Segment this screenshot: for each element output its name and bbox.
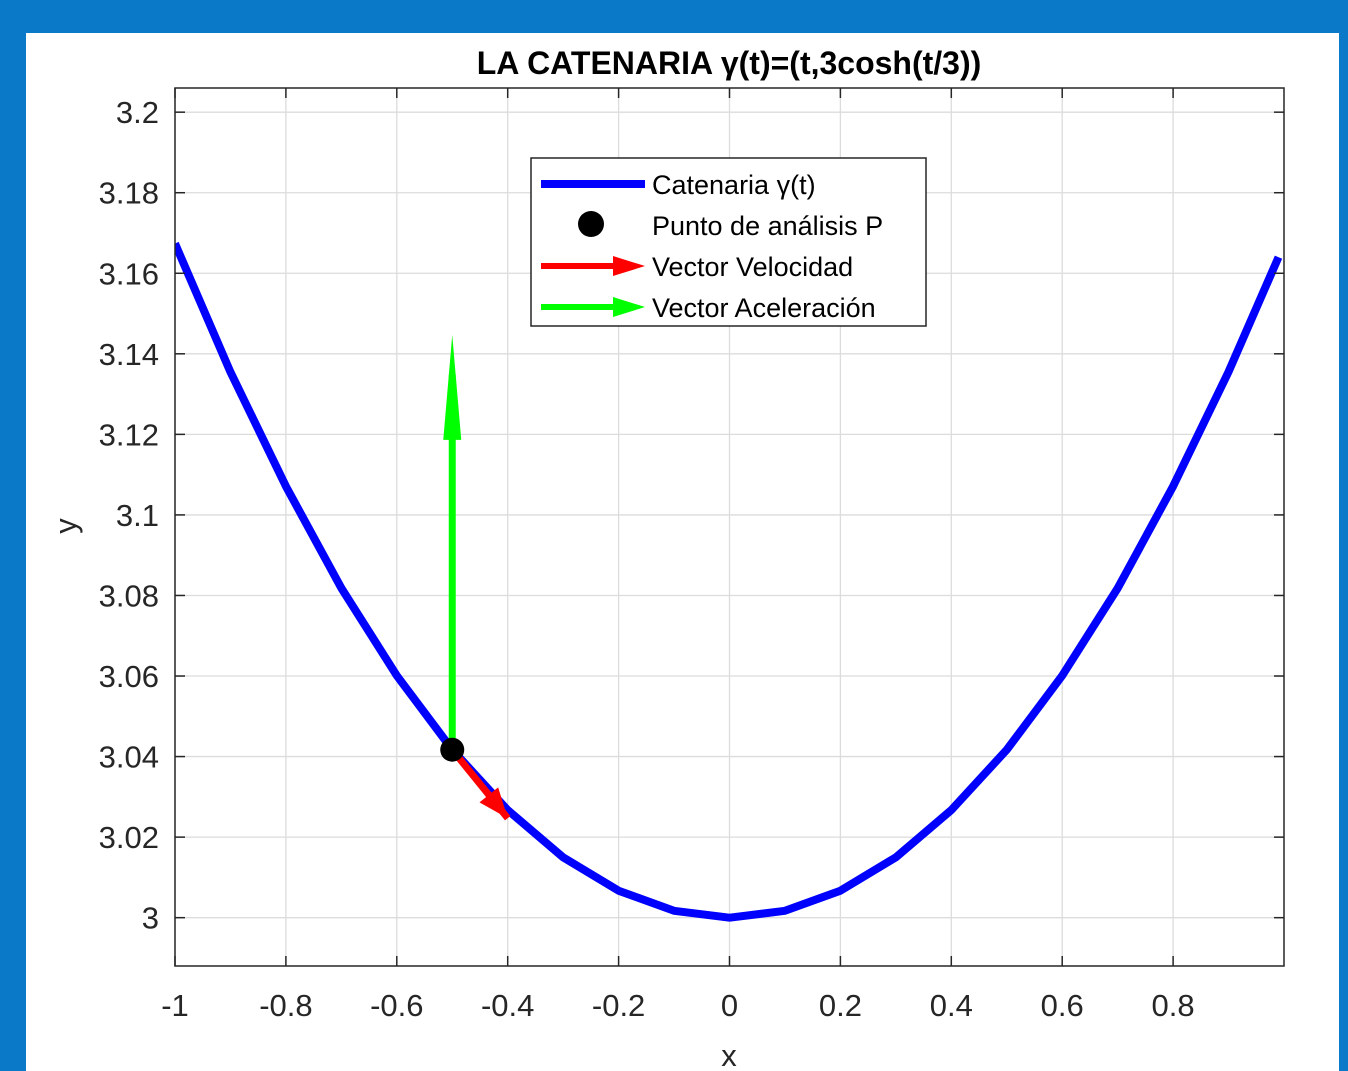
- chart-title: LA CATENARIA γ(t)=(t,3cosh(t/3)): [477, 45, 982, 81]
- x-tick-label: -0.6: [370, 988, 423, 1023]
- x-tick-label: 0.4: [930, 988, 973, 1023]
- y-tick-label: 3.06: [99, 659, 159, 694]
- x-tick-label: 0.6: [1041, 988, 1084, 1023]
- x-tick-label: -0.2: [592, 988, 645, 1023]
- legend-entry-label: Vector Velocidad: [652, 252, 853, 282]
- acceleration-arrowhead: [443, 334, 462, 440]
- axis-ticks: [174, 88, 1284, 966]
- y-tick-label: 3.16: [99, 256, 159, 291]
- legend-entry-label: Punto de análisis P: [652, 211, 883, 241]
- y-tick-label: 3.14: [99, 337, 159, 372]
- legend-swatch-point: [578, 211, 604, 237]
- y-tick-label: 3.04: [99, 740, 159, 775]
- y-tick-label: 3.1: [116, 498, 159, 533]
- legend-entry-label: Vector Aceleración: [652, 293, 876, 323]
- analysis-point-p: [440, 737, 465, 762]
- x-tick-label: -0.4: [481, 988, 534, 1023]
- x-axis-label: x: [721, 1038, 737, 1071]
- legend-entries: Catenaria γ(t) Punto de análisis P Vector …: [541, 170, 883, 323]
- x-tick-label: 0.8: [1152, 988, 1195, 1023]
- legend-swatch-arrowhead: [613, 256, 645, 276]
- x-tick-label: -0.8: [259, 988, 312, 1023]
- y-tick-label: 3.2: [116, 95, 159, 130]
- velocity-arrowhead: [479, 787, 508, 819]
- catenary-curve: [175, 241, 1283, 922]
- y-tick-label: 3.08: [99, 578, 159, 613]
- x-tick-label: 0.2: [819, 988, 862, 1023]
- legend-swatch-arrowhead: [613, 297, 645, 317]
- y-tick-label: 3: [142, 901, 159, 936]
- y-tick-label: 3.12: [99, 417, 159, 452]
- y-axis-label: y: [48, 518, 83, 534]
- plot-content: [175, 241, 1283, 922]
- x-tick-label: -1: [161, 988, 189, 1023]
- legend-entry-label: Catenaria γ(t): [652, 170, 816, 200]
- axis-tick-labels: -1 -0.8 -0.6 -0.4 -0.2 0 0.2 0.4 0.6 0.8 3 3.02 3.04…: [99, 95, 1195, 1023]
- legend: Catenaria γ(t) Punto de análisis P Vector …: [530, 157, 927, 327]
- x-tick-label: 0: [721, 988, 738, 1023]
- y-tick-label: 3.02: [99, 820, 159, 855]
- y-tick-label: 3.18: [99, 176, 159, 211]
